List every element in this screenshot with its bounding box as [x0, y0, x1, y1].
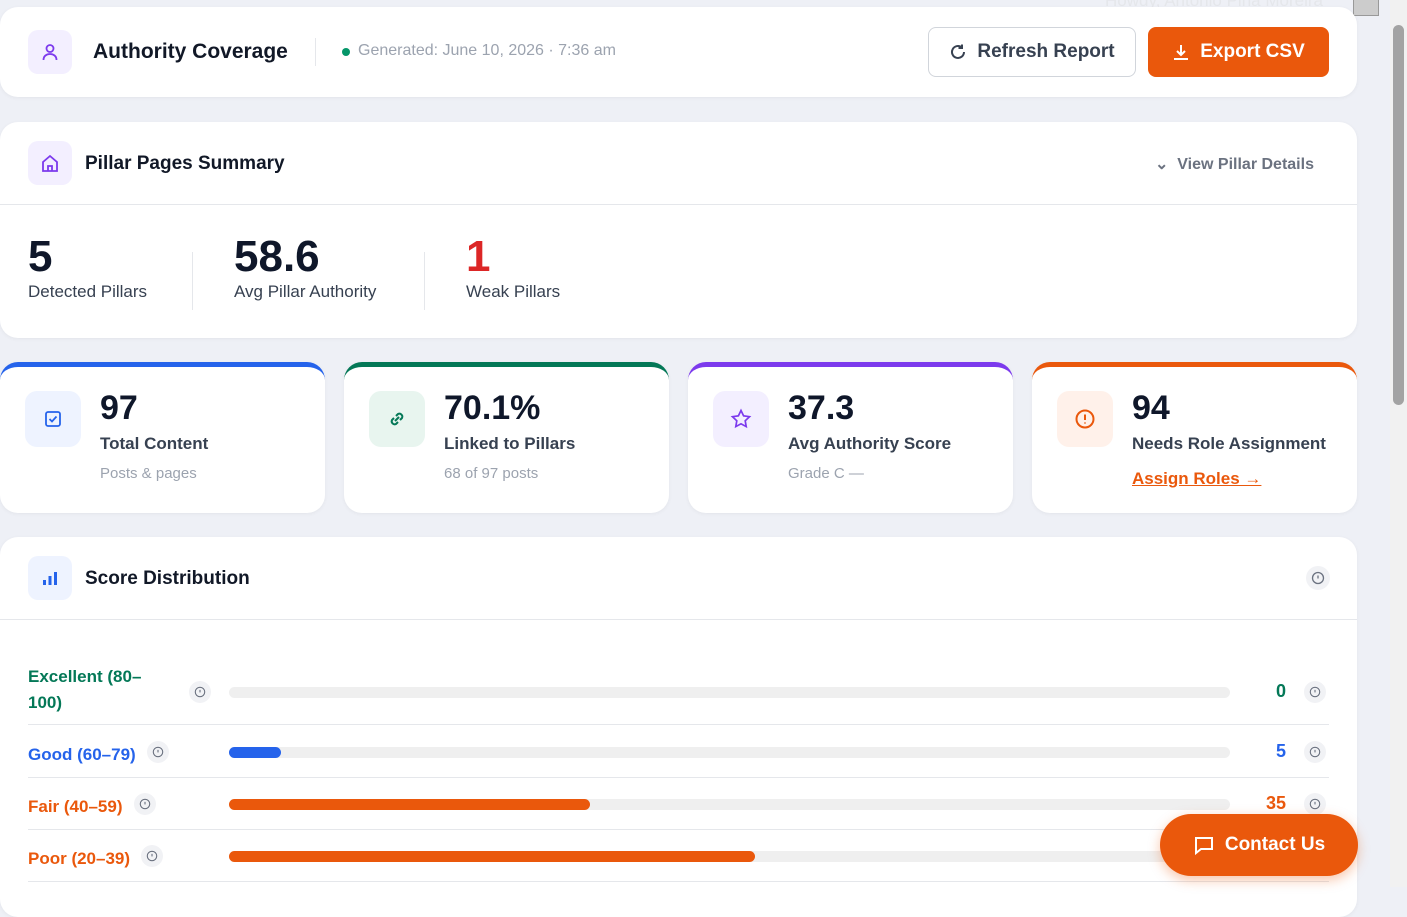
page-title: Authority Coverage [93, 40, 288, 63]
metric-label: Avg Authority Score [788, 434, 952, 453]
stat-value: 58.6 [234, 232, 320, 281]
export-button[interactable]: Export CSV [1148, 27, 1329, 77]
info-icon[interactable] [147, 740, 169, 763]
stat: 58.6 Avg Pillar Authority [234, 232, 376, 302]
bar-track [229, 686, 1230, 698]
metric-link[interactable]: Assign Roles → [1132, 469, 1262, 488]
pillar-icon [28, 141, 72, 185]
score-row: Good (60–79) 5 [28, 725, 1329, 778]
pillar-summary-card: Pillar Pages Summary ⌄ View Pillar Detai… [0, 122, 1357, 338]
score-value: 35 [1265, 793, 1286, 813]
export-label: Export CSV [1200, 41, 1305, 62]
metric-value: 97 [100, 389, 138, 427]
bar [229, 851, 756, 862]
metric-icon [25, 391, 81, 447]
user-greeting: Howdy, Antonio Pina Moreira [1105, 0, 1323, 10]
score-distribution-card: Score Distribution Excellent (80–100) 0 Go… [0, 537, 1357, 917]
score-label: Excellent (80–100) [28, 667, 142, 712]
score-label: Good (60–79) [28, 744, 136, 764]
info-icon[interactable] [189, 680, 211, 703]
scrollbar [1390, 0, 1407, 887]
stat-label: Detected Pillars [28, 282, 148, 301]
header-icon [28, 30, 72, 74]
score-value: 5 [1275, 740, 1286, 761]
bar-track [229, 746, 1230, 758]
metric-value: 37.3 [788, 389, 855, 427]
status-dot [342, 48, 350, 56]
metric-card: 70.1% Linked to Pillars 68 of 97 posts [344, 362, 669, 513]
metric-value: 94 [1132, 389, 1170, 427]
stat-value: 5 [28, 232, 53, 281]
avatar[interactable] [1353, 0, 1379, 16]
pillar-title: Pillar Pages Summary [85, 153, 285, 174]
generated-time: Generated: June 10, 2026 · 7:36 am [358, 42, 616, 59]
info-icon[interactable] [1306, 566, 1330, 590]
metric-sub: 68 of 97 posts [444, 465, 539, 482]
score-icon [28, 556, 72, 600]
score-label: Fair (40–59) [28, 797, 123, 816]
metric-label: Total Content [100, 434, 209, 453]
metric-label: Linked to Pillars [444, 434, 576, 453]
stat: 1 Weak Pillars [466, 232, 560, 302]
metric-card: 94 Needs Role Assignment Assign Roles → [1032, 362, 1357, 513]
metric-value: 70.1% [444, 389, 541, 427]
metric-icon [713, 391, 769, 447]
header-card: Authority Coverage Generated: June 10, 2… [0, 7, 1357, 97]
view-pillar-link[interactable]: ⌄ View Pillar Details [1155, 156, 1314, 173]
bar [229, 799, 591, 810]
info-icon[interactable] [1304, 793, 1326, 815]
refresh-label: Refresh Report [977, 41, 1115, 62]
score-value: 0 [1275, 680, 1286, 701]
stat-label: Avg Pillar Authority [234, 282, 377, 301]
info-icon[interactable] [1304, 680, 1326, 703]
stat-value: 1 [466, 232, 491, 281]
contact-label: Contact Us [1224, 834, 1326, 855]
metric-card: 97 Total Content Posts & pages [0, 362, 325, 513]
metric-card: 37.3 Avg Authority Score Grade C — [688, 362, 1013, 513]
score-row: Poor (20–39)51 [28, 830, 1329, 882]
metric-label: Needs Role Assignment [1132, 434, 1326, 453]
bar-track [229, 851, 1230, 862]
score-row: Excellent (80–100) 0 [28, 658, 1329, 725]
view-pillar-text: View Pillar Details [1177, 156, 1314, 173]
metric-icon [369, 391, 425, 447]
metric-sub: Grade C — [788, 465, 864, 482]
info-icon[interactable] [141, 845, 163, 867]
bar [229, 746, 281, 758]
stat-label: Weak Pillars [466, 282, 561, 301]
score-title: Score Distribution [85, 568, 250, 589]
refresh-button[interactable]: Refresh Report [928, 27, 1136, 77]
bar-track [229, 799, 1230, 810]
stat: 5 Detected Pillars [28, 232, 147, 302]
metric-sub: Posts & pages [100, 465, 197, 482]
metric-icon [1057, 391, 1113, 447]
score-row: Fair (40–59) 35 [28, 778, 1329, 830]
info-icon[interactable] [1304, 740, 1326, 763]
score-label: Poor (20–39) [28, 849, 131, 868]
contact-button[interactable]: Contact Us [1160, 814, 1358, 876]
info-icon[interactable] [134, 793, 156, 815]
